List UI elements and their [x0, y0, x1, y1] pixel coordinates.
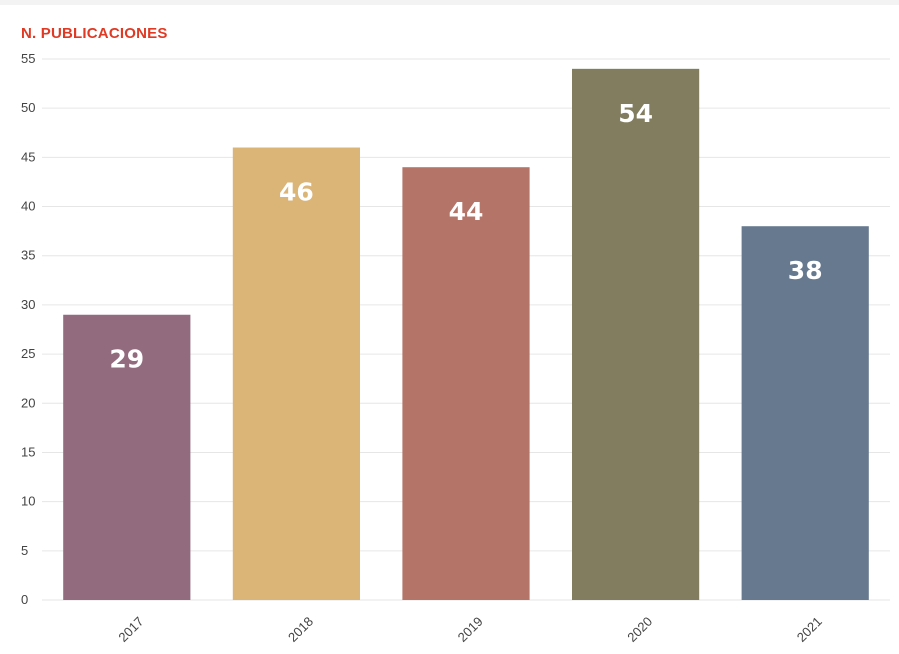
x-axis-ticks: 2017 2018 2019 2020 2021: [115, 614, 824, 645]
y-tick-label: 50: [21, 100, 35, 115]
y-tick-label: 15: [21, 444, 35, 459]
x-tick-label: 2021: [794, 614, 825, 645]
bar-value-label: 44: [449, 197, 484, 226]
y-tick-label: 40: [21, 199, 35, 214]
bar-2017: [63, 314, 191, 600]
x-tick-label: 2019: [455, 614, 486, 645]
y-tick-label: 10: [21, 494, 35, 509]
bar-value-label: 54: [618, 99, 653, 128]
bar-2021: [741, 226, 869, 600]
y-tick-label: 45: [21, 149, 35, 164]
chart-title: N. PUBLICACIONES: [21, 25, 168, 42]
bar-2019: [402, 167, 530, 600]
y-tick-label: 30: [21, 297, 35, 312]
bar-2020: [572, 68, 700, 600]
y-tick-label: 35: [21, 248, 35, 263]
x-tick-label: 2020: [624, 614, 655, 645]
bar-value-label: 38: [788, 256, 823, 285]
y-axis-ticks: 0 5 10 15 20 25 30 35 40 45 50 55: [21, 51, 35, 607]
bar-value-label: 46: [279, 178, 314, 207]
y-tick-label: 5: [21, 543, 28, 558]
y-tick-label: 55: [21, 51, 35, 66]
y-tick-label: 0: [21, 592, 28, 607]
bar-value-label: 29: [109, 345, 144, 374]
bar-2018: [232, 147, 360, 600]
x-tick-label: 2017: [115, 614, 146, 645]
y-tick-label: 20: [21, 395, 35, 410]
y-tick-label: 25: [21, 346, 35, 361]
x-tick-label: 2018: [285, 614, 316, 645]
bar-data-labels: 29 46 44 54 38: [109, 99, 822, 374]
bars: [63, 68, 869, 600]
